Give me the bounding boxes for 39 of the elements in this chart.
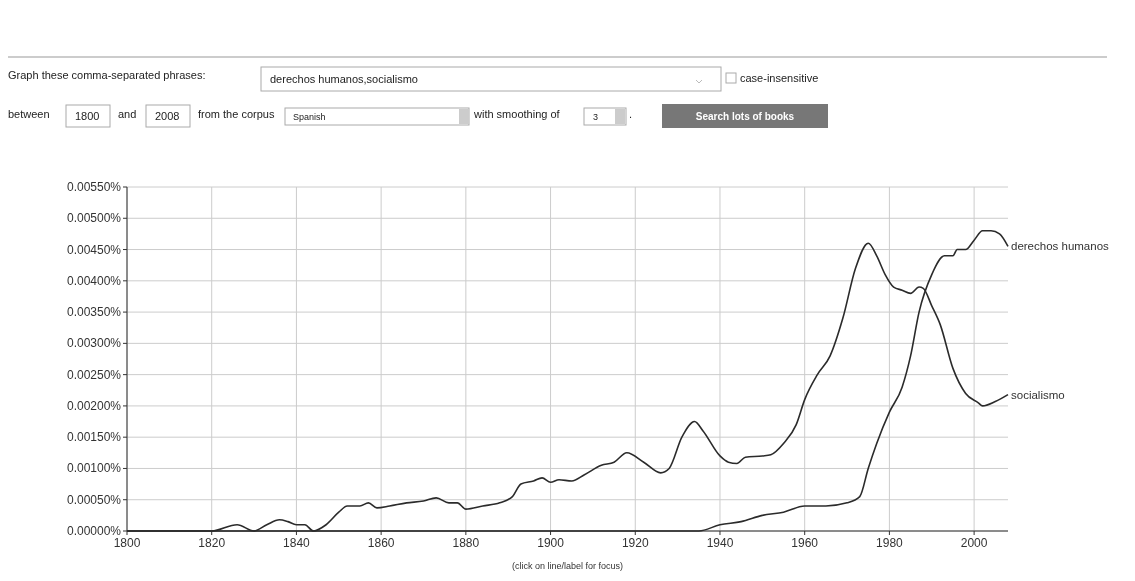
text: 3 [593, 112, 599, 122]
y-tick-label: 0.00200% [66, 398, 122, 413]
y-tick-label: 0.00300% [66, 336, 122, 351]
x-tick-label: 1920 [621, 536, 649, 550]
series-label: socialismo [1011, 388, 1065, 401]
text: Spanish [293, 112, 326, 122]
series-label: derechos humanos [1011, 240, 1110, 253]
text: (click on line/label for focus) [511, 561, 624, 571]
text: 1800 [75, 110, 100, 122]
text: case-insensitive [740, 72, 819, 84]
y-tick-label: 0.00400% [66, 273, 122, 288]
x-tick-label: 1840 [283, 536, 311, 550]
text: and [118, 108, 137, 120]
y-tick-label: 0.00100% [66, 461, 122, 476]
x-tick-label: 1960 [791, 536, 819, 550]
text: Graph these comma-separated phrases: [8, 69, 206, 81]
y-tick-label: 0.00000% [66, 524, 122, 538]
x-tick-label: 2000 [960, 536, 988, 550]
text: between [8, 108, 50, 120]
x-tick-label: 1820 [198, 536, 226, 550]
x-tick-label: 1900 [537, 536, 565, 550]
y-tick-label: 0.00550% [66, 180, 122, 194]
y-tick-label: 0.00150% [66, 430, 122, 445]
y-tick-label: 0.00350% [66, 305, 122, 320]
x-tick-label: 1980 [876, 536, 904, 550]
text: with smoothing of [473, 108, 561, 120]
text: from the corpus [198, 108, 275, 120]
x-tick-label: 1940 [706, 536, 734, 550]
text: . [629, 108, 633, 120]
text: 2008 [155, 110, 180, 122]
x-tick-label: 1880 [452, 536, 480, 550]
y-tick-label: 0.00450% [66, 242, 122, 257]
y-tick-label: 0.00250% [66, 367, 122, 382]
x-tick-label: 1860 [367, 536, 395, 550]
y-tick-label: 0.00500% [66, 211, 122, 226]
x-tick-label: 1800 [113, 536, 141, 550]
text: Search lots of books [695, 111, 795, 122]
y-tick-label: 0.00050% [66, 492, 122, 507]
text: derechos humanos,socialismo [270, 73, 418, 85]
